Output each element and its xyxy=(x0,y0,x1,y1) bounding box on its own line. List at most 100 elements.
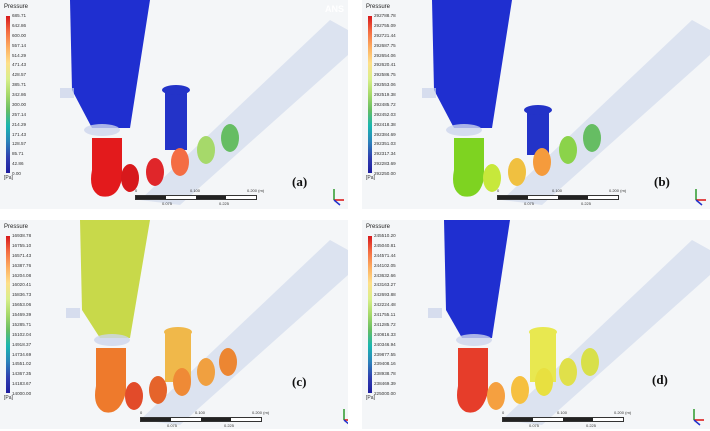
tick-label: 292485.72 xyxy=(374,101,396,107)
colorbar-legend-c: Pressure 16938.78 16755.10 16571.43 1638… xyxy=(4,224,64,396)
tick-label: 385.71 xyxy=(12,82,27,88)
outer-pipe xyxy=(502,20,710,205)
unit-label: [Pa] xyxy=(366,175,375,181)
tick-label: 240346.94 xyxy=(374,341,396,347)
tick-label: 16387.76 xyxy=(12,262,32,268)
vessel-lip xyxy=(94,334,130,346)
tick-label: 15653.06 xyxy=(12,302,32,308)
colorbar xyxy=(6,236,10,393)
scale-label-3: 0.075 xyxy=(167,423,178,428)
outer-pipe xyxy=(140,240,348,425)
axis-triad-icon xyxy=(695,189,706,206)
segment-5 xyxy=(219,348,237,376)
segment-1 xyxy=(483,164,501,192)
segment-2 xyxy=(508,158,526,186)
tick-label: 0.00 xyxy=(12,171,21,176)
tick-label: 243632.66 xyxy=(374,272,396,278)
tick-label: 238938.78 xyxy=(374,371,396,377)
scale-bar-graphic xyxy=(135,195,257,200)
stopper-top xyxy=(529,327,557,337)
tick-label: 16020.41 xyxy=(12,282,32,288)
panel-letter: (c) xyxy=(292,374,307,389)
legend-title: Pressure xyxy=(4,4,29,10)
tick-label: 292452.03 xyxy=(374,111,396,117)
elbow xyxy=(91,138,122,197)
elbow xyxy=(453,138,484,197)
tick-label: 16571.43 xyxy=(12,252,32,258)
side-nozzle xyxy=(422,88,436,98)
axis-triad-icon xyxy=(343,409,348,425)
colorbar-ticks: 292788.78 292755.09 292721.44 292687.75 … xyxy=(374,13,426,176)
tick-label: 292620.41 xyxy=(374,62,396,68)
scale-label-3: 0.075 xyxy=(162,201,173,206)
tick-label: 16755.10 xyxy=(12,242,32,248)
scale-label-0: 0 xyxy=(135,188,138,193)
scale-bar: 0 0.100 0.200 (m) 0.075 0.225 xyxy=(502,410,642,429)
side-nozzle xyxy=(428,308,442,318)
tick-label: 243163.27 xyxy=(374,282,396,288)
colorbar-ticks: 245510.20 245040.81 244571.44 244102.05 … xyxy=(374,233,426,396)
tick-label: 244571.44 xyxy=(374,252,396,258)
stopper-rod xyxy=(165,90,187,150)
tick-label: 292283.69 xyxy=(374,161,396,167)
segment-1 xyxy=(487,382,505,410)
tick-label: 685.71 xyxy=(12,13,27,18)
colorbar-legend-a: Pressure 685.71 642.86 600.00 557.14 514… xyxy=(4,4,64,176)
segment-4 xyxy=(559,358,577,386)
scale-label-1: 0.100 xyxy=(195,410,206,415)
tick-label: 14000.00 xyxy=(12,391,32,396)
segment-4 xyxy=(197,358,215,386)
panel-letter: (b) xyxy=(654,174,670,189)
colorbar xyxy=(368,16,372,173)
segment-2 xyxy=(146,158,164,186)
tick-label: 225000.00 xyxy=(374,391,396,396)
segment-5 xyxy=(583,124,601,152)
scale-label-3: 0.075 xyxy=(529,423,540,428)
unit-label: [Pa] xyxy=(4,175,13,181)
panel-c: Pressure 16938.78 16755.10 16571.43 1638… xyxy=(0,220,348,429)
tick-label: 292317.34 xyxy=(374,151,396,157)
geometry-b xyxy=(422,0,710,205)
tick-label: 642.86 xyxy=(12,22,27,28)
tick-label: 14918.37 xyxy=(12,341,32,347)
tick-label: 245510.20 xyxy=(374,233,396,238)
tick-label: 242224.48 xyxy=(374,302,396,308)
scale-bar: 0 0.100 0.200 (m) 0.075 0.225 xyxy=(497,188,637,209)
segment-2 xyxy=(511,376,529,404)
vessel xyxy=(80,220,150,338)
segment-3 xyxy=(535,368,553,396)
tick-label: 292418.38 xyxy=(374,121,396,127)
segment-5 xyxy=(581,348,599,376)
outer-pipe xyxy=(140,20,348,205)
scale-label-4: 0.225 xyxy=(586,423,597,428)
tick-label: 14367.35 xyxy=(12,371,32,377)
legend-title: Pressure xyxy=(4,224,29,230)
segment-3 xyxy=(173,368,191,396)
stopper-top xyxy=(524,105,552,115)
scale-label-2: 0.200 (m) xyxy=(609,188,627,193)
tick-label: 241755.11 xyxy=(374,312,396,317)
tick-label: 257.14 xyxy=(12,111,27,117)
tick-label: 514.29 xyxy=(12,52,27,58)
scale-label-4: 0.225 xyxy=(581,201,592,206)
tick-label: 242693.88 xyxy=(374,292,396,298)
tick-label: 85.71 xyxy=(12,151,24,157)
colorbar xyxy=(368,236,372,393)
segment-3 xyxy=(171,148,189,176)
scale-label-4: 0.225 xyxy=(219,201,230,206)
stopper-top xyxy=(164,327,192,337)
scale-label-3: 0.075 xyxy=(524,201,535,206)
scale-label-2: 0.200 (m) xyxy=(247,188,265,193)
tick-label: 471.43 xyxy=(12,62,27,68)
colorbar-ticks: 685.71 642.86 600.00 557.14 514.29 471.4… xyxy=(12,13,64,176)
panel-letter: (a) xyxy=(292,174,308,189)
vessel-lip xyxy=(446,124,482,136)
watermark: ANS xyxy=(324,4,344,14)
tick-label: 557.14 xyxy=(12,42,27,48)
tick-label: 16204.08 xyxy=(12,272,32,278)
segment-1 xyxy=(121,164,139,192)
panel-letter: (d) xyxy=(652,372,668,387)
panel-a: Pressure 685.71 642.86 600.00 557.14 514… xyxy=(0,0,348,209)
elbow xyxy=(457,348,488,413)
segment-5 xyxy=(221,124,239,152)
